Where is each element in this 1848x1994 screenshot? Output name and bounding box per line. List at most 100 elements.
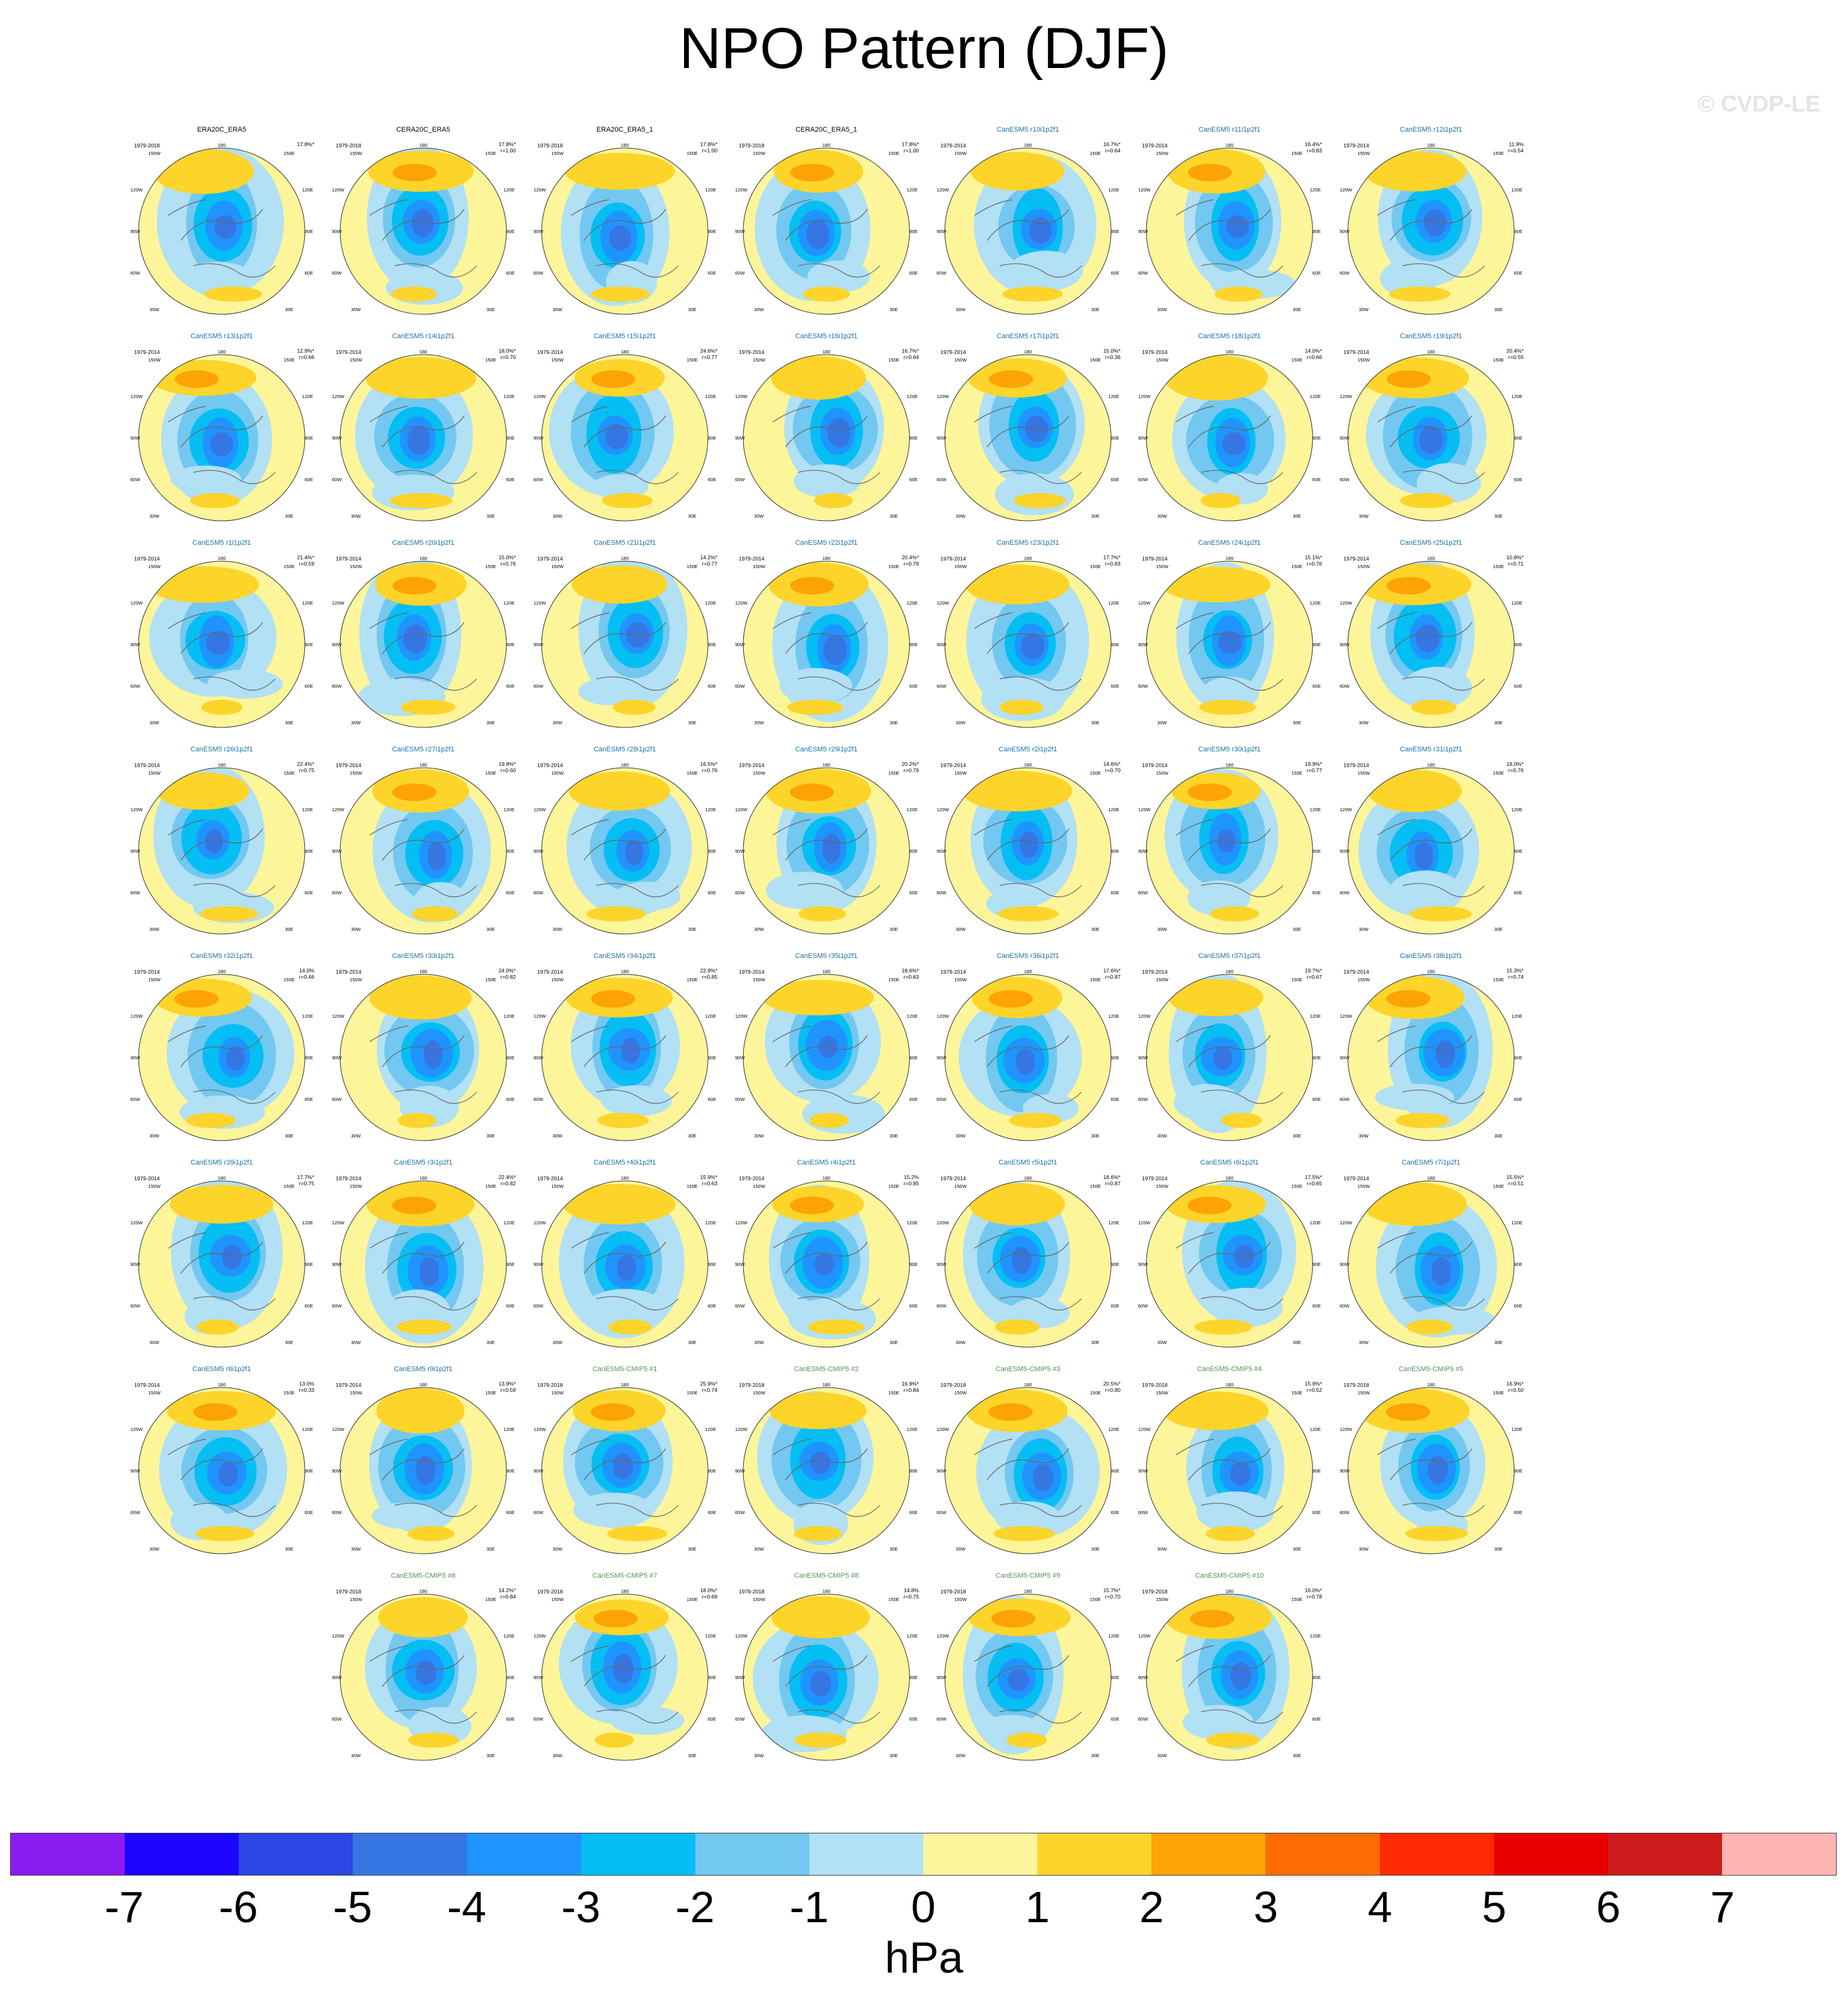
panel-pattern-correlation: r=0.80 [1105, 1387, 1121, 1393]
longitude-label: 60E [910, 1097, 918, 1102]
longitude-label: 0 [422, 1348, 425, 1349]
longitude-label: 60E [305, 270, 313, 276]
longitude-label: 150E [1291, 977, 1303, 983]
longitude-label: 90E [1514, 642, 1522, 647]
panel-period: 1979-2014 [1343, 762, 1369, 768]
longitude-label: 120E [906, 394, 918, 399]
longitude-label: 90E [305, 1262, 313, 1267]
longitude-label: 120E [1309, 600, 1321, 606]
longitude-label: 60E [1111, 1716, 1119, 1722]
longitude-label: 60W [533, 270, 544, 276]
panel-variance-explained: 15.0%* [498, 554, 516, 561]
polar-map: 1800150W150E120W120E90W90E60W60E30W30E [533, 1382, 716, 1556]
longitude-label: 90E [1514, 1055, 1522, 1061]
longitude-label: 30W [754, 720, 764, 726]
panel-title: CanESM5 r35i1p2f1 [795, 952, 858, 960]
panel-title: CERA20C_ERA5 [396, 126, 450, 134]
longitude-label: 30W [552, 1133, 562, 1139]
longitude-label: 30E [688, 1340, 696, 1345]
longitude-label: 150W [1357, 357, 1371, 363]
longitude-label: 60W [735, 1510, 745, 1515]
longitude-label: 150E [888, 564, 899, 569]
panel-title: CanESM5 r33i1p2f1 [392, 952, 455, 960]
longitude-label: 30E [889, 1133, 898, 1139]
longitude-label: 120W [1340, 394, 1353, 399]
panel-title: ERA20C_ERA5_1 [596, 126, 653, 134]
map-panel: CanESM5 r11i1p2f1 1979-2014 16.4%* r=0.83 18… [1133, 126, 1326, 316]
colorbar-swatch [1151, 1833, 1266, 1875]
polar-map: 1800150W150E120W120E90W90E60W60E30W30E [130, 349, 313, 523]
longitude-label: 60W [130, 890, 140, 896]
longitude-label: 180 [823, 1382, 831, 1387]
panel-title: CanESM5 r10i1p2f1 [996, 126, 1059, 134]
panel-title: CanESM5 r18i1p2f1 [1198, 333, 1261, 340]
longitude-label: 30W [955, 926, 966, 932]
longitude-label: 0 [1228, 1348, 1231, 1349]
map-panel: CanESM5 r19i1p2f1 1979-2014 20.4%* r=0.55 18… [1335, 333, 1527, 523]
panel-period: 1979-2018 [1343, 1382, 1369, 1388]
longitude-label: 120W [937, 1633, 950, 1639]
longitude-label: 60E [506, 1097, 515, 1102]
longitude-label: 90E [506, 1468, 515, 1474]
longitude-label: 90E [305, 1468, 313, 1474]
colorbar [10, 1833, 1837, 1876]
longitude-label: 150W [148, 151, 161, 156]
longitude-label: 120E [1511, 807, 1522, 812]
longitude-label: 30W [1157, 1546, 1167, 1552]
panel-pattern-correlation: r=0.70 [500, 354, 516, 360]
panel-variance-explained: 21.4%* [297, 554, 314, 561]
panel-variance-explained: 22.9%* [700, 967, 717, 974]
polar-map: 1800150W150E120W120E90W90E60W60E30W30E [533, 969, 716, 1142]
panel-period: 1979-2018 [739, 1588, 765, 1595]
longitude-label: 90E [910, 229, 918, 234]
longitude-label: 60W [1340, 1303, 1350, 1309]
polar-map: 1800150W150E120W120E90W90E60W60E30W30E [1340, 555, 1522, 729]
panel-pattern-correlation: r=0.74 [1508, 974, 1524, 980]
panel-title: CanESM5 r38i1p2f1 [1400, 952, 1463, 960]
longitude-label: 90W [1340, 1055, 1350, 1061]
longitude-label: 60W [130, 477, 140, 482]
longitude-label: 120E [1309, 807, 1321, 812]
longitude-label: 120W [533, 187, 547, 193]
longitude-label: 90E [1111, 229, 1119, 234]
longitude-label: 90E [708, 1468, 716, 1474]
longitude-label: 30W [1359, 1546, 1369, 1552]
longitude-label: 150E [888, 1183, 899, 1189]
longitude-label: 90E [1514, 229, 1522, 234]
map-panel: CanESM5 r24i1p2f1 1979-2014 15.1%* r=0.76 18… [1133, 539, 1326, 729]
panel-title: CanESM5-CMIP5 #5 [1398, 1365, 1464, 1373]
longitude-label: 90W [1138, 1055, 1148, 1061]
longitude-label: 150W [1357, 1183, 1371, 1189]
longitude-label: 120E [1309, 394, 1321, 399]
polar-map: 1800150W150E120W120E90W90E60W60E30W30E [533, 555, 716, 729]
longitude-label: 30W [955, 1753, 966, 1758]
panel-variance-explained: 16.4%* [1304, 141, 1322, 147]
panel-pattern-correlation: r=0.71 [1508, 561, 1524, 567]
longitude-label: 60E [506, 1510, 515, 1515]
longitude-label: 90W [1138, 1468, 1148, 1474]
longitude-label: 30E [1494, 513, 1502, 519]
map-panel: CanESM5 r22i1p2f1 1979-2014 20.4%* r=0.79 18… [730, 539, 923, 729]
panel-pattern-correlation: r=0.51 [1508, 1180, 1524, 1187]
panel-pattern-correlation: r=0.85 [903, 1180, 919, 1187]
colorbar-tick-label: -6 [219, 1883, 258, 1932]
panel-period: 1979-2014 [1142, 1175, 1168, 1182]
colorbar-tick-label: -3 [561, 1883, 601, 1932]
polar-map: 1800150W150E120W120E90W90E60W60E30W30E [1138, 1175, 1321, 1349]
polar-map: 1800150W150E120W120E90W90E60W60E30W30E [533, 142, 716, 316]
panel-variance-explained: 20.4%* [1506, 348, 1524, 354]
longitude-label: 150E [687, 564, 698, 569]
longitude-label: 0 [1027, 1348, 1029, 1349]
longitude-label: 60W [735, 890, 745, 896]
map-panel: CanESM5 r21i1p2f1 1979-2014 14.2%* r=0.77 18… [528, 539, 721, 729]
longitude-label: 0 [1027, 522, 1029, 523]
longitude-label: 60E [910, 477, 918, 482]
panel-period: 1979-2014 [134, 1175, 160, 1182]
longitude-label: 90E [910, 642, 918, 647]
longitude-label: 120E [1309, 1633, 1321, 1639]
panel-title: CanESM5 r17i1p2f1 [996, 333, 1059, 340]
longitude-label: 60E [506, 477, 515, 482]
panel-variance-explained: 14.8% [903, 1587, 919, 1593]
longitude-label: 90W [1340, 848, 1350, 854]
longitude-label: 90W [332, 1675, 342, 1680]
